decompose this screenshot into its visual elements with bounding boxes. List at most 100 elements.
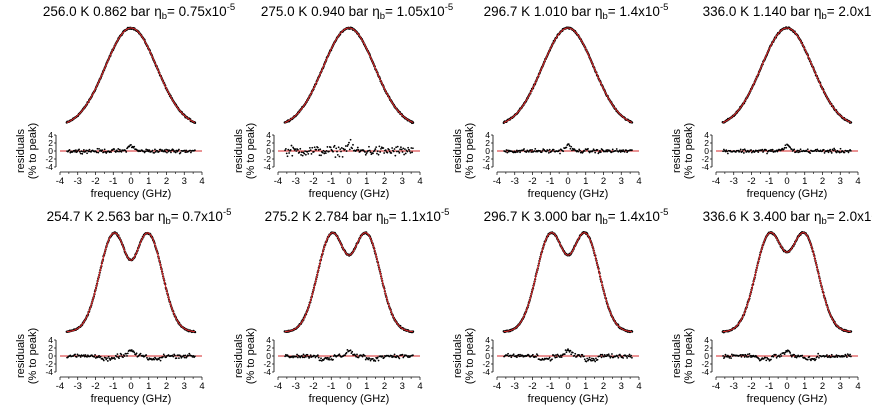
residual-point (117, 148, 120, 150)
x-tick-label: -2 (528, 381, 536, 392)
residual-point (527, 354, 530, 357)
x-tick-label: -2 (91, 381, 99, 392)
residual-point (767, 358, 770, 360)
residual-y-tick-label: 4 (48, 335, 53, 345)
residual-point (165, 356, 168, 359)
residual-point (559, 354, 562, 357)
residual-point (505, 149, 508, 151)
residual-point (725, 149, 728, 152)
residual-point (412, 354, 414, 357)
residual-point (185, 149, 188, 152)
residual-point (102, 359, 105, 362)
x-tick-label: 3 (182, 381, 187, 392)
residual-point (178, 148, 180, 151)
residual-point (741, 150, 744, 153)
residual-point (789, 352, 792, 354)
residual-point (764, 356, 767, 359)
eta-symbol: η (372, 4, 380, 19)
residual-point (835, 354, 838, 357)
x-tick-label: -4 (712, 176, 720, 187)
residual-point (376, 152, 378, 155)
residual-point (377, 359, 380, 362)
residual-point (738, 150, 741, 152)
eta-symbol: η (154, 4, 162, 19)
residual-point (339, 148, 342, 151)
residual-point (793, 148, 796, 151)
residual-y-label-top: residuals (452, 333, 464, 378)
residual-y-label-top: residuals (671, 128, 683, 173)
residual-point (560, 356, 563, 359)
residual-point (830, 150, 832, 153)
residual-point (328, 358, 331, 361)
residual-point (327, 358, 330, 361)
residual-point (329, 355, 332, 358)
residual-point (393, 148, 396, 150)
residual-point (194, 149, 196, 152)
residual-point (356, 148, 358, 151)
residual-point (525, 151, 528, 153)
residual-point (341, 156, 344, 158)
residual-point (622, 357, 625, 359)
residual-point (622, 149, 625, 151)
residual-point (284, 355, 286, 358)
residual-point (730, 357, 732, 359)
data-point (630, 330, 634, 333)
residual-point (409, 151, 412, 154)
residual-point (610, 355, 613, 358)
residual-point (631, 149, 633, 151)
fit-line (284, 232, 413, 333)
residual-point (778, 354, 780, 357)
residual-y-tick-label: 4 (48, 130, 53, 140)
residual-point (324, 150, 326, 153)
residual-point (316, 146, 319, 149)
residual-point (783, 353, 786, 356)
x-tick-label: -1 (765, 381, 773, 392)
residual-point (369, 151, 372, 154)
residual-point (172, 149, 175, 151)
x-tick-label: 3 (619, 381, 624, 392)
residual-point (373, 149, 376, 152)
residual-point (192, 354, 195, 357)
residual-point (592, 148, 595, 151)
residual-point (349, 349, 352, 352)
residual-point (162, 353, 165, 356)
residual-point (591, 357, 593, 360)
x-tick-label: 1 (146, 176, 151, 187)
residual-point (770, 148, 772, 151)
residual-y-label: residuals (% to peak) (15, 123, 39, 179)
residual-point (817, 352, 820, 355)
eta-value: = 0.75x10 (167, 4, 227, 19)
x-tick-label: -3 (74, 176, 82, 187)
residual-point (553, 355, 556, 357)
residual-point (830, 152, 833, 154)
residual-y-tick-label: 2 (48, 138, 53, 148)
residual-point (188, 352, 191, 355)
residual-point (182, 354, 185, 357)
residual-point (806, 358, 809, 361)
residual-point (338, 353, 341, 356)
residual-point (180, 356, 183, 359)
residual-point (96, 147, 99, 150)
residual-point (307, 152, 310, 155)
x-tick-label: 1 (583, 381, 588, 392)
panel-title: 254.7 K 2.563 bar ηb= 0.7x10-5 (47, 207, 232, 227)
fit-line (503, 232, 632, 333)
eta-value: = 2.0x10 (827, 4, 872, 19)
x-tick-label: -1 (327, 381, 335, 392)
residual-points (284, 138, 414, 159)
residual-points (722, 349, 852, 362)
residual-point (796, 149, 799, 152)
residual-point (94, 353, 96, 356)
residual-point (86, 152, 88, 155)
residual-y-tick-label: -2 (701, 359, 709, 369)
residual-point (101, 149, 104, 152)
eta-value: = 1.05x10 (385, 4, 445, 19)
residual-point (287, 148, 290, 151)
residual-point (128, 145, 131, 148)
residual-point (593, 359, 596, 361)
x-axis-label: frequency (GHz) (528, 393, 609, 405)
residual-point (609, 356, 612, 359)
spectrum-points (65, 26, 197, 125)
residual-point (317, 356, 320, 359)
